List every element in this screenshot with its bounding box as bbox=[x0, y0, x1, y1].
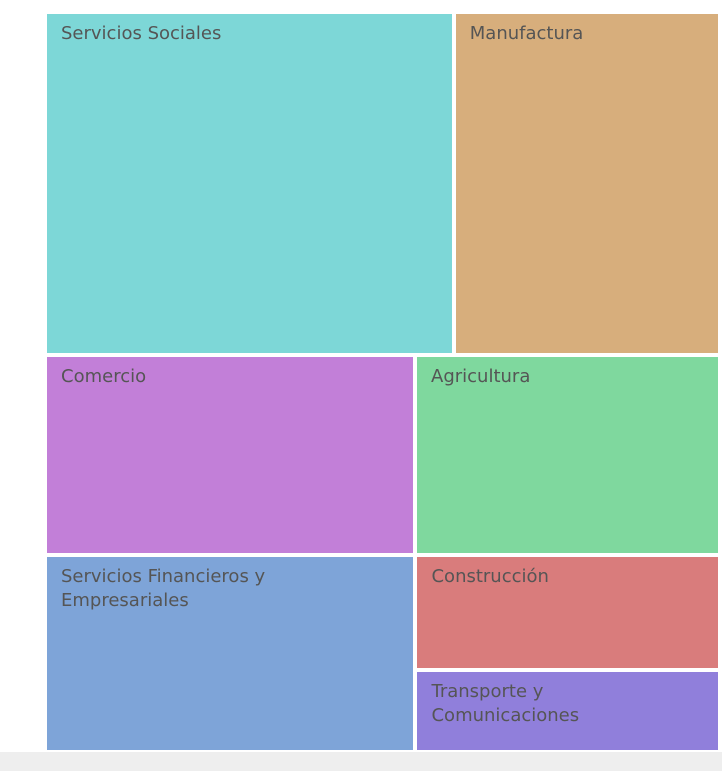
tile-label: Comercio bbox=[61, 366, 147, 388]
tile-label: Transporte y Comunicaciones bbox=[431, 680, 580, 726]
tile-label: Construcción bbox=[431, 566, 549, 588]
watermark bbox=[0, 752, 722, 771]
tile: Agricultura bbox=[415, 355, 720, 556]
tile-label: Servicios Financieros y Empresariales bbox=[61, 566, 266, 612]
tile: Servicios Financieros y Empresariales bbox=[45, 555, 416, 752]
tile: Servicios Sociales bbox=[45, 12, 454, 356]
tile-label: Agricultura bbox=[431, 366, 531, 388]
tile-label: Servicios Sociales bbox=[61, 23, 222, 44]
tile: Manufactura bbox=[453, 12, 720, 356]
tile: Construcción bbox=[415, 555, 720, 670]
tile: Comercio bbox=[45, 355, 415, 556]
tile-label: Manufactura bbox=[469, 23, 584, 44]
treemap: Servicios Sociales Manufactura Comercio Agr… bbox=[45, 12, 720, 752]
tile: Transporte y Comunicaciones bbox=[415, 669, 720, 752]
